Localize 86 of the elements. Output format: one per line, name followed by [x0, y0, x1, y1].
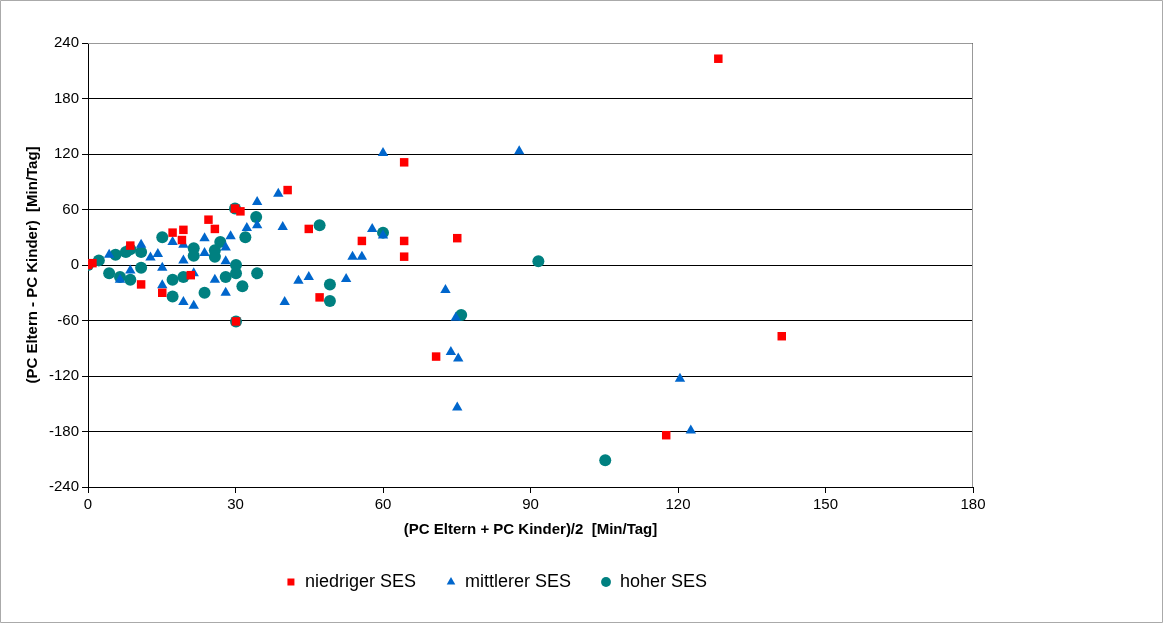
point — [136, 280, 146, 289]
point — [251, 196, 263, 206]
point — [156, 231, 169, 244]
point — [178, 296, 189, 305]
legend-label: niedriger SES — [304, 570, 416, 591]
point — [251, 267, 264, 280]
point — [135, 261, 148, 274]
point — [283, 185, 292, 195]
y-tick-label: -60 — [57, 310, 80, 328]
x-tick-label: 180 — [960, 495, 986, 513]
point — [198, 286, 211, 299]
x-tick-label: 0 — [83, 495, 93, 513]
y-tick-label: -120 — [48, 366, 80, 384]
point — [145, 251, 156, 261]
point — [103, 248, 115, 258]
point — [236, 280, 249, 293]
point — [241, 222, 253, 231]
point — [356, 250, 368, 260]
x-tick-label: 60 — [374, 495, 392, 513]
point — [214, 235, 227, 248]
point — [277, 221, 288, 231]
point — [599, 454, 612, 467]
point — [103, 267, 116, 280]
point — [166, 273, 179, 286]
point — [179, 225, 188, 235]
point — [313, 219, 326, 232]
point — [188, 299, 199, 309]
point — [440, 283, 451, 293]
point — [685, 424, 696, 434]
point — [367, 222, 378, 232]
point — [219, 271, 232, 284]
x-tick-label: 30 — [227, 495, 244, 513]
point — [220, 286, 231, 296]
point — [157, 261, 168, 271]
point — [450, 311, 461, 321]
x-tick-label: 120 — [665, 495, 691, 513]
point — [514, 145, 525, 155]
point — [340, 272, 352, 282]
point — [204, 215, 213, 224]
point — [399, 158, 409, 167]
x-tick-label: 90 — [522, 495, 539, 513]
y-tick-label: -180 — [48, 421, 80, 439]
point — [158, 288, 167, 297]
point — [251, 219, 263, 229]
point — [124, 273, 137, 286]
point — [126, 241, 135, 250]
point — [293, 274, 304, 284]
y-axis-title: (PC Eltern - PC Kinder) [Min/Tag] — [23, 146, 41, 384]
point — [152, 247, 164, 257]
point — [279, 296, 290, 305]
y-tick-label: 180 — [53, 88, 80, 106]
point — [303, 271, 314, 281]
point — [431, 352, 441, 361]
y-tick-label: -240 — [48, 477, 80, 495]
point — [166, 290, 179, 303]
point — [135, 238, 147, 248]
point — [445, 345, 457, 355]
point — [399, 252, 409, 261]
x-tick-label: 150 — [812, 495, 839, 513]
point — [199, 232, 210, 242]
point — [714, 54, 723, 63]
point — [273, 187, 284, 197]
point — [532, 255, 545, 268]
point — [125, 264, 136, 274]
point — [225, 230, 236, 240]
point — [323, 295, 336, 308]
y-tick-label: 60 — [62, 199, 80, 217]
point — [674, 372, 686, 382]
point — [178, 254, 189, 264]
legend-label: mittlerer SES — [464, 570, 572, 591]
point — [315, 293, 324, 302]
point — [167, 235, 178, 245]
point — [347, 250, 358, 260]
x-axis-title: (PC Eltern + PC Kinder)/2 [Min/Tag] — [403, 520, 658, 538]
y-tick-label: 0 — [70, 255, 80, 273]
point — [209, 273, 221, 283]
legend-label: hoher SES — [620, 570, 708, 591]
y-tick-label: 120 — [53, 144, 80, 162]
point — [168, 228, 177, 237]
point — [199, 246, 210, 256]
point — [239, 231, 252, 244]
point — [323, 278, 336, 291]
point — [377, 147, 389, 157]
point — [250, 210, 263, 223]
point — [220, 255, 231, 265]
y-tick-label: 240 — [53, 33, 80, 51]
